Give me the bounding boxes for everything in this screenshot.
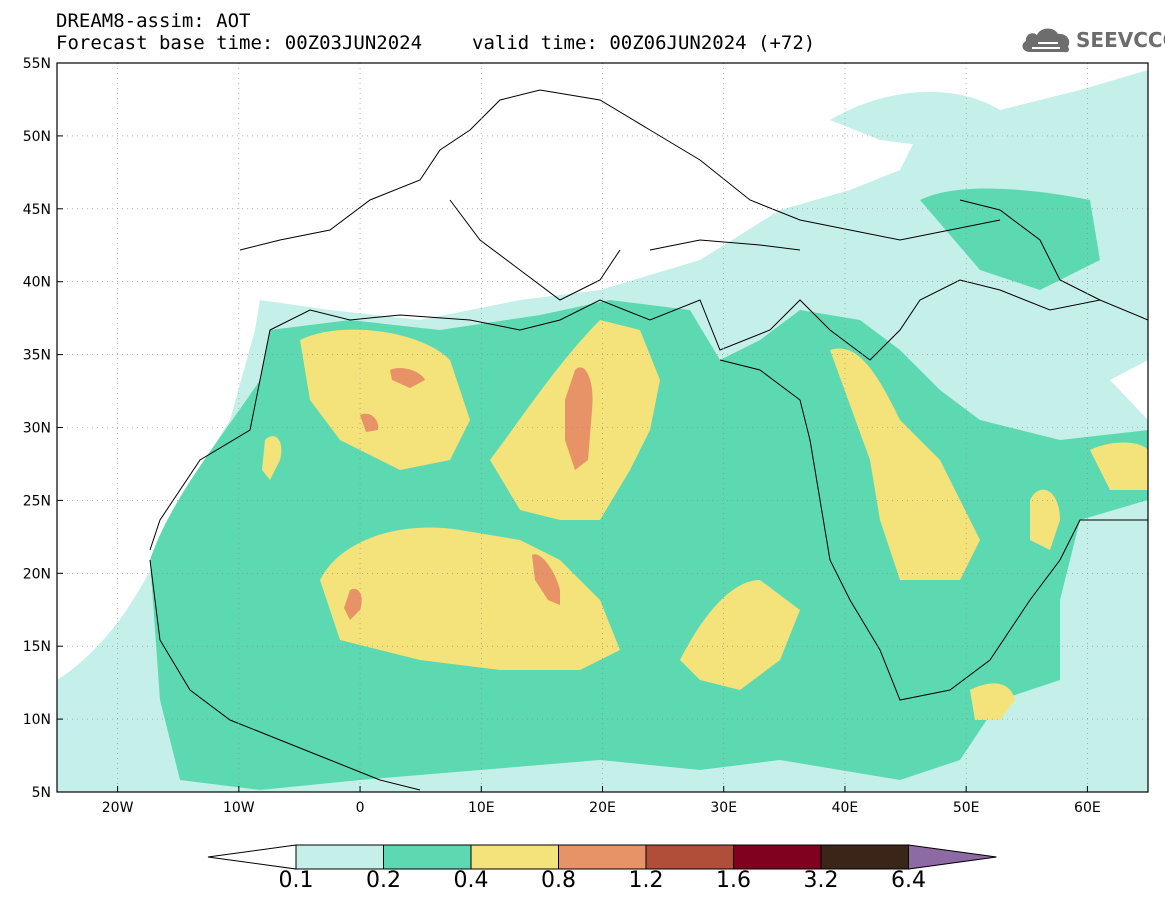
colorbar-segment	[645, 844, 734, 870]
colorbar-segment	[558, 844, 647, 870]
colorbar-segment	[820, 844, 909, 870]
lon-label: 10W	[223, 800, 255, 816]
colorbar-label: 0.8	[541, 868, 576, 893]
lat-label: 50N	[23, 129, 51, 145]
colorbar-label: 0.1	[278, 868, 314, 893]
lat-label: 25N	[23, 493, 51, 509]
lon-label: 10E	[468, 800, 495, 816]
valid-time: valid time: 00Z06JUN2024 (+72)	[472, 32, 816, 54]
lat-label: 20N	[23, 566, 51, 582]
lon-label: 0	[356, 800, 365, 816]
lat-label: 40N	[23, 275, 51, 291]
coastlines	[149, 89, 1148, 791]
colorbar-segment	[295, 844, 384, 870]
aot-level-0.8	[344, 367, 593, 620]
time-info: Forecast base time: 00Z03JUN2024 valid ti…	[56, 32, 815, 54]
graticule	[57, 63, 1148, 792]
map-title: DREAM8-assim: AOT	[56, 10, 251, 32]
lon-label: 20W	[102, 800, 134, 816]
aot-contours	[57, 70, 1148, 792]
cloud-logo-icon	[1022, 28, 1070, 53]
lat-label: 5N	[32, 785, 51, 801]
lat-label: 35N	[23, 348, 51, 364]
colorbar-above-triangle	[908, 844, 997, 870]
colorbar-segment	[383, 844, 472, 870]
lon-label: 60E	[1074, 800, 1101, 816]
longitude-labels: 20W 10W 0 10E 20E 30E 40E 50E 60E	[102, 786, 1101, 816]
lat-label: 10N	[23, 712, 51, 728]
colorbar-label: 1.6	[716, 868, 751, 893]
colorbar-label: 0.2	[366, 868, 401, 893]
colorbar-label: 6.4	[891, 868, 926, 893]
lon-label: 40E	[832, 800, 859, 816]
colorbar-label: 1.2	[628, 868, 664, 893]
logo-text: SEEVCCC	[1076, 28, 1165, 52]
latitude-labels: 55N 50N 45N 40N 35N 30N 25N 20N 15N 10N 5N	[23, 56, 63, 801]
colorbar	[207, 844, 997, 870]
colorbar-label: 0.4	[453, 868, 489, 893]
colorbar-below-triangle	[207, 844, 297, 870]
lat-label: 15N	[23, 639, 51, 655]
lat-label: 30N	[23, 421, 51, 437]
base-time: Forecast base time: 00Z03JUN2024	[56, 32, 423, 54]
lon-label: 20E	[589, 800, 616, 816]
lon-label: 50E	[953, 800, 980, 816]
colorbar-segment	[733, 844, 822, 870]
seevccc-logo: SEEVCCC	[1018, 22, 1165, 58]
colorbar-label: 3.2	[803, 868, 839, 893]
lat-label: 45N	[23, 202, 51, 218]
colorbar-segment	[470, 844, 559, 870]
lon-label: 30E	[710, 800, 737, 816]
lat-label: 55N	[23, 56, 51, 72]
